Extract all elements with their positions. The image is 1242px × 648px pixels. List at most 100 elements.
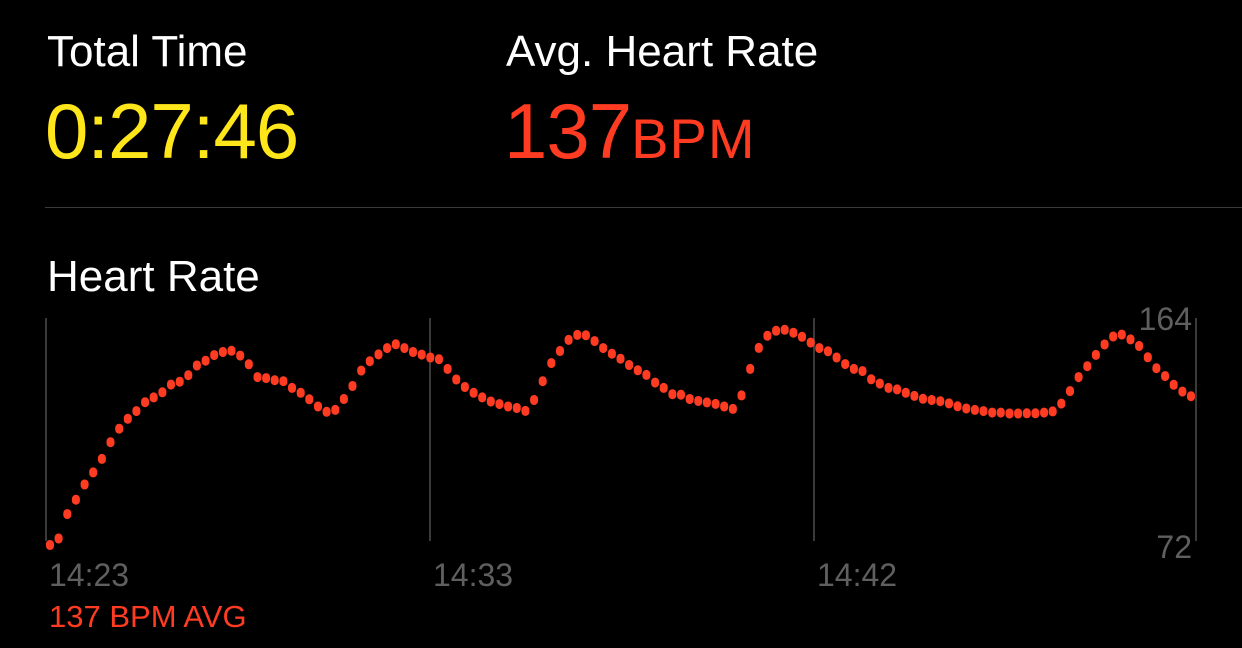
heart-rate-point — [244, 359, 253, 370]
heart-rate-point — [1169, 379, 1178, 390]
heart-rate-point — [132, 406, 141, 417]
heart-rate-point — [54, 533, 63, 544]
heart-rate-point — [80, 479, 89, 490]
heart-rate-point — [1040, 407, 1049, 418]
heart-rate-point — [192, 360, 201, 371]
heart-rate-point — [728, 403, 737, 414]
heart-rate-point — [780, 324, 789, 335]
heart-rate-point — [391, 339, 400, 350]
heart-rate-point — [1135, 341, 1144, 351]
heart-rate-point — [279, 376, 288, 387]
heart-rate-point — [184, 370, 193, 381]
heart-rate-point — [288, 382, 296, 393]
heart-rate-point — [1187, 391, 1195, 402]
avg-heart-rate-unit: BPM — [631, 107, 756, 170]
heart-rate-point — [858, 366, 867, 377]
heart-rate-point — [953, 401, 962, 412]
heart-rate-point — [149, 392, 158, 403]
x-tick-14-42: 14:42 — [817, 557, 897, 593]
heart-rate-point — [1091, 349, 1100, 360]
heart-rate-point — [564, 334, 573, 345]
heart-rate-point — [702, 397, 711, 408]
heart-rate-point — [979, 406, 988, 417]
heart-rate-point — [547, 358, 556, 369]
heart-rate-point — [1083, 361, 1092, 372]
heart-rate-point — [478, 392, 487, 403]
heart-rate-point — [426, 352, 435, 363]
heart-rate-point — [115, 423, 124, 434]
heart-rate-point — [832, 352, 841, 363]
heart-rate-point — [201, 355, 210, 366]
heart-rate-point — [694, 396, 703, 406]
avg-heart-rate-label: Avg. Heart Rate — [506, 27, 819, 76]
heart-rate-point — [754, 342, 763, 353]
heart-rate-point — [936, 396, 945, 407]
heart-rate-point — [875, 378, 884, 389]
heart-rate-point — [970, 404, 979, 415]
heart-rate-point — [435, 354, 443, 365]
heart-rate-point — [625, 360, 634, 370]
heart-rate-point — [988, 407, 997, 418]
heart-rate-point — [331, 404, 340, 415]
heart-rate-point — [884, 382, 893, 393]
heart-rate-point — [651, 377, 660, 388]
heart-rate-point — [460, 382, 469, 392]
avg-bpm-label: 137 BPM AVG — [49, 599, 247, 634]
x-tick-14-33: 14:33 — [433, 557, 513, 593]
heart-rate-point — [599, 343, 608, 354]
heart-rate-point — [1048, 406, 1057, 417]
heart-rate-point — [63, 509, 72, 520]
heart-rate-point — [512, 403, 521, 413]
heart-rate-point — [1143, 352, 1152, 363]
chart-gridlines — [45, 318, 1197, 541]
heart-rate-point — [1031, 408, 1040, 419]
heart-rate-point — [530, 395, 539, 405]
heart-rate-point — [677, 389, 685, 400]
heart-rate-point — [504, 401, 513, 412]
heart-rate-point — [383, 343, 392, 354]
heart-rate-point — [893, 384, 902, 395]
heart-rate-point — [469, 387, 478, 398]
heart-rate-point — [1178, 386, 1187, 397]
heart-rate-point — [46, 540, 54, 550]
heart-rate-point — [581, 330, 590, 341]
heart-rate-point — [400, 343, 409, 354]
heart-rate-point — [158, 387, 167, 398]
heart-rate-point — [659, 382, 668, 393]
heart-rate-point — [123, 413, 132, 424]
total-time-label: Total Time — [47, 27, 248, 76]
heart-rate-point — [1005, 408, 1014, 419]
heart-rate-point — [668, 389, 677, 400]
heart-rate-point — [711, 398, 720, 409]
heart-rate-point — [901, 387, 910, 398]
heart-rate-point — [314, 401, 322, 412]
heart-rate-point — [409, 347, 417, 357]
heart-rate-section-title: Heart Rate — [47, 252, 260, 301]
heart-rate-point — [1100, 339, 1109, 350]
heart-rate-point — [556, 346, 564, 356]
heart-rate-point — [962, 403, 971, 414]
x-tick-14-23: 14:23 — [49, 557, 129, 593]
heart-rate-point — [1022, 408, 1031, 419]
heart-rate-point — [1074, 372, 1083, 383]
heart-rate-point — [357, 365, 366, 376]
heart-rate-point — [270, 375, 279, 386]
heart-rate-point — [789, 327, 798, 338]
heart-rate-point — [443, 363, 452, 374]
heart-rate-point — [538, 376, 547, 387]
heart-rate-point — [841, 359, 850, 370]
heart-rate-point — [607, 348, 616, 359]
heart-rate-point — [348, 381, 357, 391]
heart-rate-point — [1057, 398, 1066, 409]
heart-rate-point — [927, 395, 936, 405]
heart-rate-point — [945, 398, 953, 409]
heart-rate-point — [590, 336, 599, 347]
heart-rate-point — [89, 467, 98, 478]
heart-rate-point — [374, 349, 383, 360]
heart-rate-chart: 164 72 14:23 14:33 14:42 137 BPM AVG — [45, 301, 1197, 634]
heart-rate-point — [1161, 371, 1170, 382]
heart-rate-point — [1117, 329, 1126, 340]
heart-rate-point — [227, 345, 236, 356]
heart-rate-point — [452, 374, 461, 385]
heart-rate-point — [218, 347, 227, 357]
